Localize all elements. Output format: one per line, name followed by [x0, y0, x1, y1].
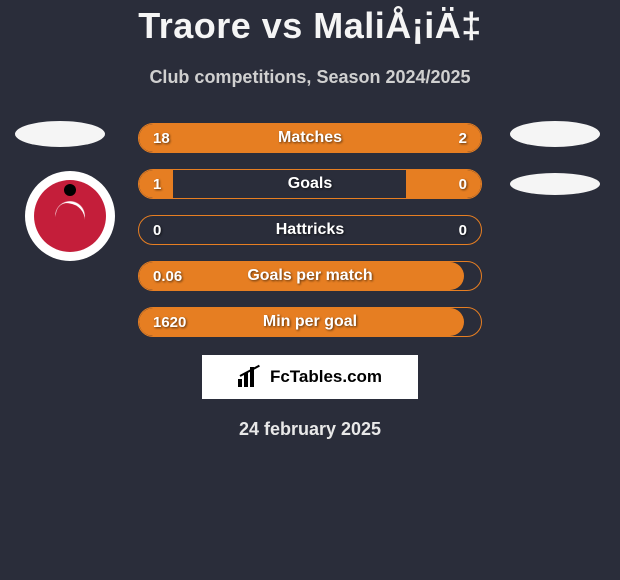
stat-value-right: 0 [417, 222, 467, 239]
stats-area: 18Matches21Goals00Hattricks00.06Goals pe… [0, 123, 620, 337]
brand-text: FcTables.com [270, 367, 382, 387]
stat-value-left: 1620 [153, 314, 203, 331]
stat-label: Min per goal [203, 313, 417, 331]
stat-row: 18Matches2 [138, 123, 482, 153]
stat-row: 1Goals0 [138, 169, 482, 199]
stat-row: 1620Min per goal [138, 307, 482, 337]
brand-badge: FcTables.com [202, 355, 418, 399]
stat-value-right: 2 [417, 130, 467, 147]
stat-label: Goals per match [203, 267, 417, 285]
date-label: 24 february 2025 [0, 419, 620, 440]
stat-rows: 18Matches21Goals00Hattricks00.06Goals pe… [138, 123, 482, 337]
page-title: Traore vs MaliÅ¡iÄ‡ [0, 5, 620, 47]
stat-value-left: 18 [153, 130, 203, 147]
subtitle: Club competitions, Season 2024/2025 [0, 67, 620, 88]
player-right-avatar [510, 121, 600, 147]
stat-row: 0.06Goals per match [138, 261, 482, 291]
stat-value-left: 1 [153, 176, 203, 193]
club-crest-icon [34, 180, 106, 252]
stat-value-right: 0 [417, 176, 467, 193]
stat-row: 0Hattricks0 [138, 215, 482, 245]
stat-label: Goals [203, 175, 417, 193]
stat-label: Matches [203, 129, 417, 147]
player-right-avatar-2 [510, 173, 600, 195]
player-left-avatar [15, 121, 105, 147]
stat-value-left: 0 [153, 222, 203, 239]
stat-label: Hattricks [203, 221, 417, 239]
bar-chart-icon [238, 367, 264, 387]
comparison-card: Traore vs MaliÅ¡iÄ‡ Club competitions, S… [0, 0, 620, 440]
club-badge-left [25, 171, 115, 261]
stat-value-left: 0.06 [153, 268, 203, 285]
